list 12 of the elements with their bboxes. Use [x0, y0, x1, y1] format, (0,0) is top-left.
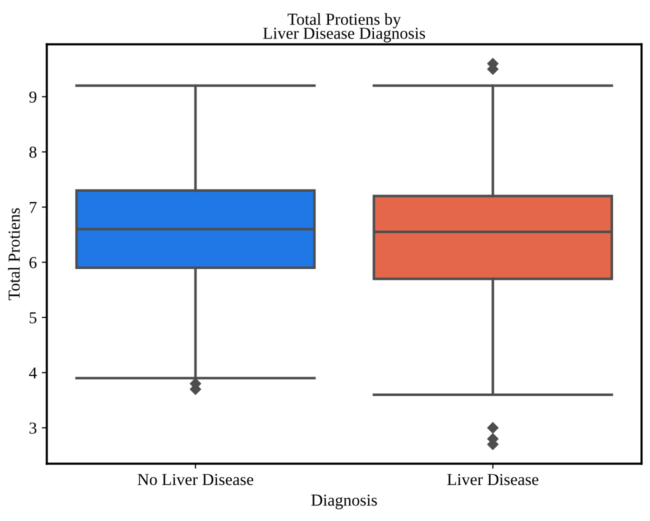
y-tick-label: 5 — [30, 312, 36, 324]
y-tick-label: 6 — [29, 257, 37, 268]
y-tick-label: 7 — [30, 202, 37, 213]
x-axis-title: Diagnosis — [311, 494, 377, 510]
y-tick-label: 9 — [29, 91, 36, 103]
y-tick-label: 4 — [29, 367, 37, 378]
chart-title: Total Protiens by Liver Disease Diagnosis — [263, 13, 426, 42]
y-tick-label: 8 — [29, 146, 36, 158]
x-tick-label: No Liver Disease — [138, 474, 254, 486]
y-axis-title: Total Protiens — [8, 208, 20, 300]
y-tick-label: 3 — [30, 422, 36, 434]
x-tick-label: Liver Disease — [447, 474, 538, 486]
